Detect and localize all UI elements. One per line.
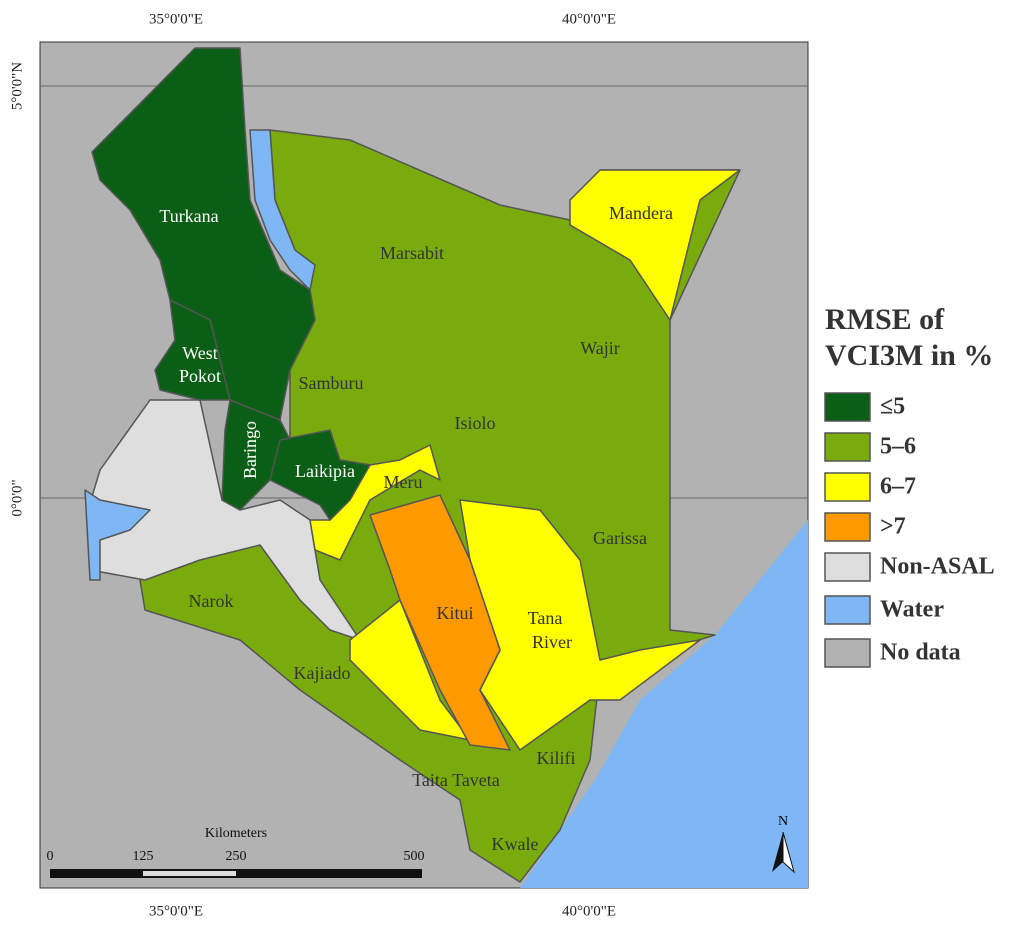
legend-swatch: [824, 512, 871, 542]
legend-swatch: [824, 432, 871, 462]
region-dark-green: [154, 299, 231, 401]
region-label: Kilifi: [537, 748, 576, 768]
region-dark-green: [221, 399, 291, 511]
region-label: Garissa: [593, 528, 647, 548]
region-label: Marsabit: [380, 243, 444, 263]
scale-label: 500: [404, 849, 425, 864]
region-label: Meru: [384, 472, 423, 492]
legend-label: 6–7: [880, 474, 916, 500]
legend-label: 5–6: [880, 434, 916, 460]
north-label: N: [778, 814, 788, 829]
coord-label: 0°0'0": [9, 479, 25, 516]
legend-title: RMSE of: [825, 303, 945, 336]
region-label: Kajiado: [294, 663, 351, 683]
ocean: [520, 520, 808, 888]
scale-bar: [143, 871, 236, 876]
regions: [84, 47, 741, 883]
region-label: River: [532, 632, 572, 652]
region-label: Isiolo: [454, 413, 495, 433]
region-label: Samburu: [299, 373, 364, 393]
legend-label: Non-ASAL: [880, 554, 995, 580]
lake: [249, 129, 316, 291]
region-label: Kitui: [436, 603, 473, 623]
scale-label: 0: [47, 849, 54, 864]
region-label: Turkana: [159, 206, 218, 226]
region-label: Narok: [189, 591, 234, 611]
region-orange: [369, 494, 511, 751]
region-label: Wajir: [580, 338, 620, 358]
region-label: Mandera: [609, 203, 673, 223]
scale-title: Kilometers: [205, 826, 267, 841]
scale-label: 250: [226, 849, 247, 864]
coord-label: 40°0'0"E: [562, 11, 616, 27]
legend: RMSE of VCI3M in % ≤5 5–6 6–7 >7 Non-ASAL Wat…: [824, 303, 995, 668]
legend-label: >7: [880, 514, 906, 540]
coord-label: 35°0'0"E: [149, 11, 203, 27]
legend-label: ≤5: [880, 394, 905, 420]
region-yellow: [309, 444, 441, 561]
region-label: West: [182, 343, 218, 363]
north-arrow: [772, 832, 783, 872]
legend-title: VCI3M in %: [825, 339, 993, 372]
region-dark-green: [269, 429, 371, 521]
north-arrow: [782, 831, 795, 874]
region-label: Tana: [528, 608, 563, 628]
region-dark-green: [91, 47, 316, 421]
coord-label: 5°0'0"N: [9, 62, 25, 110]
legend-swatch: [824, 552, 871, 582]
coord-label: 35°0'0"E: [149, 903, 203, 919]
legend-swatch: [824, 638, 871, 668]
region-label: Taita Taveta: [412, 770, 500, 790]
coord-label: 40°0'0"E: [562, 903, 616, 919]
scale-label: 125: [133, 849, 154, 864]
region-label: Pokot: [179, 366, 221, 386]
region-yellow: [569, 169, 741, 321]
lake: [84, 489, 151, 581]
legend-swatch: [824, 392, 871, 422]
legend-swatch: [824, 472, 871, 502]
legend-label: Water: [880, 597, 944, 623]
region-label: Kwale: [492, 834, 539, 854]
region-label: Baringo: [240, 421, 260, 479]
legend-swatch: [824, 595, 871, 625]
region-label: Laikipia: [295, 461, 355, 481]
legend-label: No data: [880, 640, 961, 666]
